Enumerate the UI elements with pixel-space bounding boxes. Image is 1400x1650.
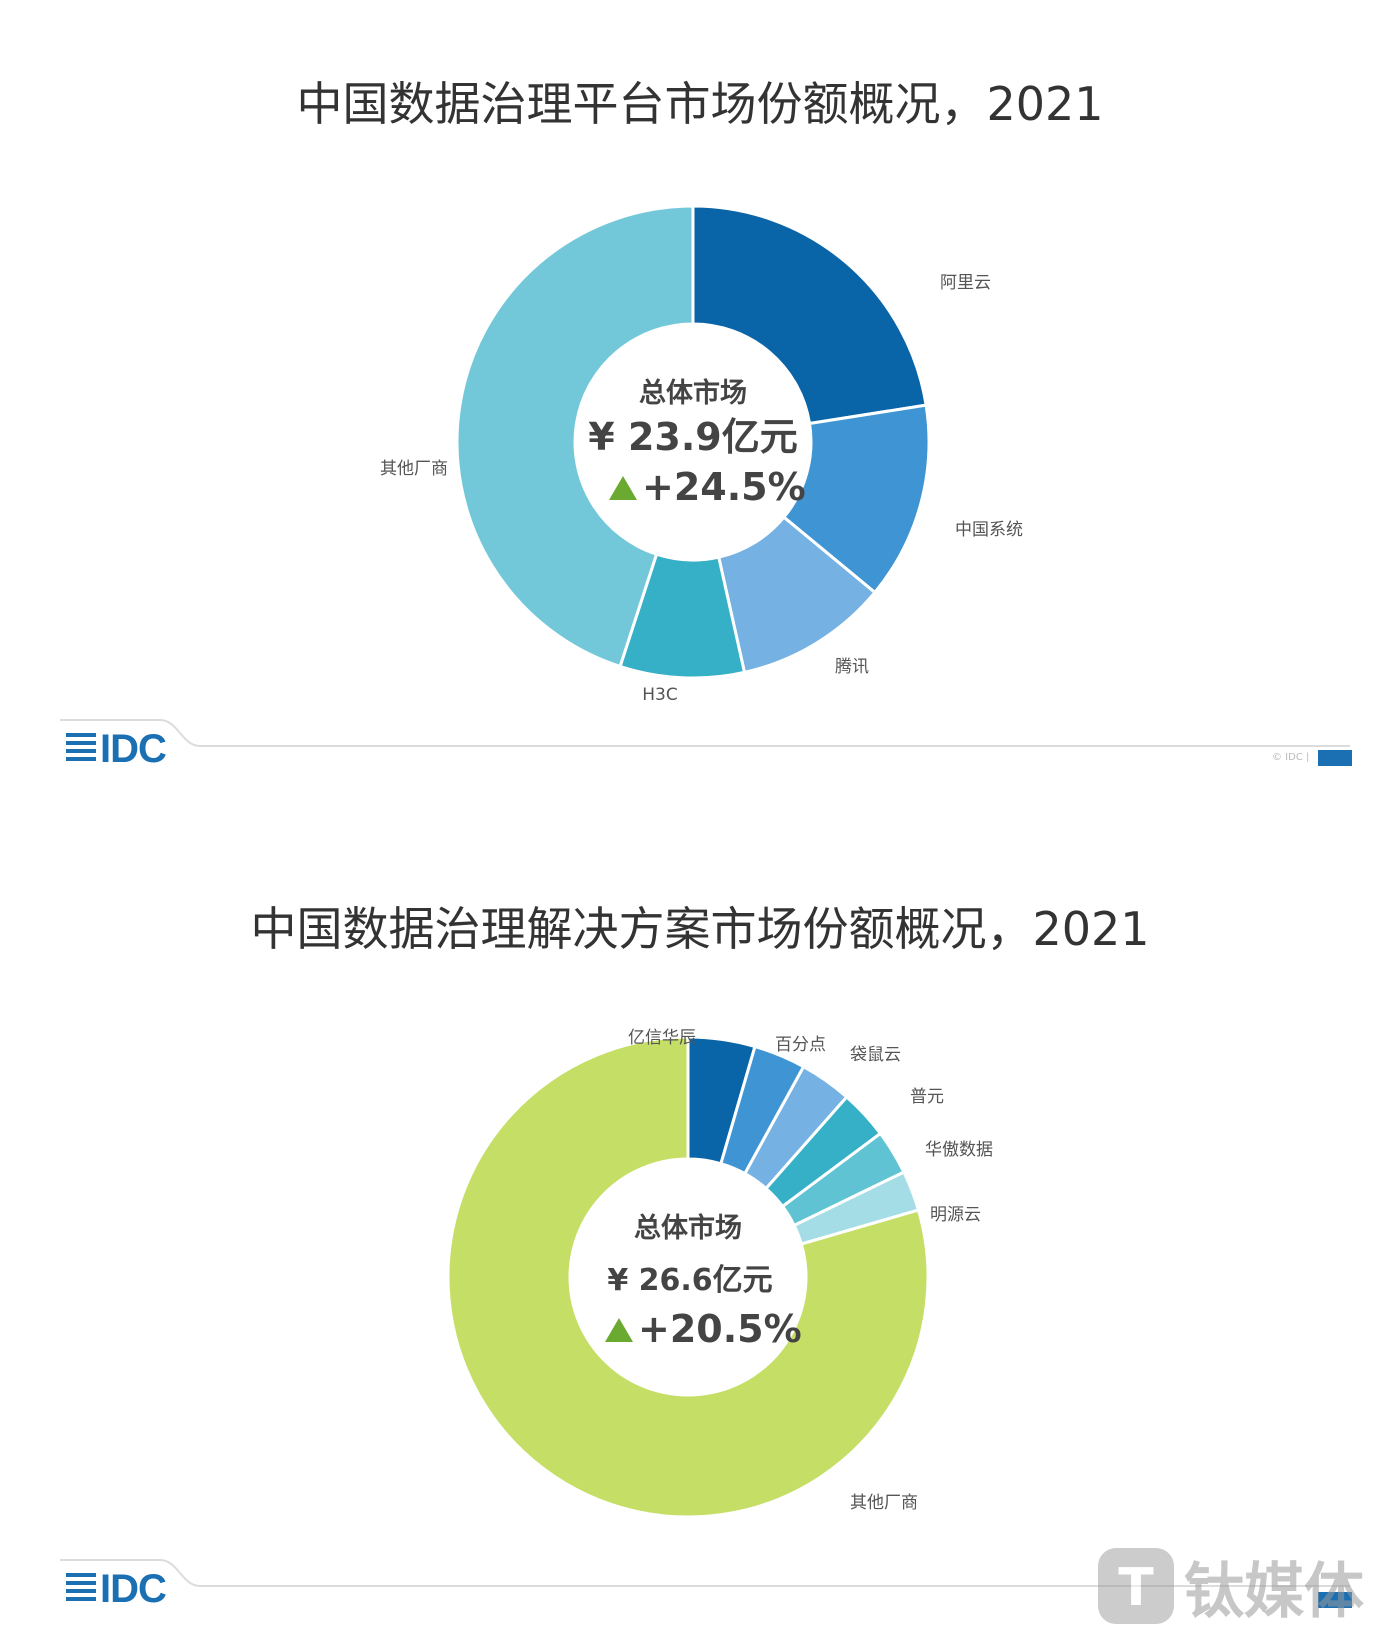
footer-2: IDC — [60, 1559, 1352, 1611]
chart-1-label-2: 中国系统 — [955, 520, 1023, 540]
chart-1-title: 中国数据治理平台市场份额概况，2021 — [296, 77, 1103, 131]
chart-1-label-5: 其他厂商 — [380, 459, 448, 479]
footer-1: IDC © IDC | — [60, 719, 1352, 771]
chart-2-labels: 亿信华辰 百分点袋鼠云普元华傲数据明源云其他厂商 — [628, 1028, 993, 1513]
idc-logo-text: IDC — [100, 1567, 166, 1611]
idc-logo-icon — [66, 733, 96, 761]
footer-brand-bar — [1318, 1592, 1352, 1608]
chart-2-donut — [446, 1035, 930, 1519]
chart-1-slice-5 — [455, 204, 695, 669]
chart-2-label-1: 亿信华辰 — [628, 1028, 696, 1048]
footer-divider — [60, 1559, 1350, 1587]
chart-1-label-1: 阿里云 — [940, 273, 991, 293]
chart-1-center-total: ¥ 23.9亿元 — [588, 415, 797, 459]
chart-2-slice-7 — [446, 1035, 930, 1519]
svg-text:T: T — [1118, 1558, 1154, 1618]
chart-1-label-4: H3C — [642, 685, 677, 705]
chart-2-center-title: 总体市场 — [634, 1212, 742, 1244]
chart-2-title: 中国数据治理解决方案市场份额概况，2021 — [250, 902, 1149, 956]
idc-logo-icon — [66, 1573, 96, 1601]
chart-2-label-7: 其他厂商 — [850, 1493, 918, 1513]
chart-2-label-2: 百分点 — [775, 1035, 826, 1055]
watermark: T 钛媒体 — [1098, 1548, 1364, 1627]
chart-2: 中国数据治理解决方案市场份额概况，2021 亿信华辰 百分点袋鼠云普元华傲数据明源… — [60, 902, 1364, 1627]
chart-2-label-6: 明源云 — [930, 1205, 981, 1225]
copyright-text: © IDC | — [1272, 752, 1309, 763]
idc-logo-text: IDC — [100, 727, 166, 771]
chart-1-label-3: 腾讯 — [835, 657, 869, 677]
tmt-logo-icon: T — [1098, 1548, 1174, 1624]
chart-2-label-5: 华傲数据 — [925, 1140, 993, 1160]
footer-divider — [60, 719, 1350, 747]
chart-2-label-3: 袋鼠云 — [850, 1045, 901, 1065]
chart-2-center-growth: +20.5% — [638, 1307, 802, 1351]
chart-1-center-title: 总体市场 — [639, 377, 747, 409]
chart-1-donut — [455, 204, 931, 680]
chart-2-label-4: 普元 — [910, 1087, 944, 1107]
watermark-text: 钛媒体 — [1184, 1557, 1364, 1627]
chart-1-center-growth: +24.5% — [642, 465, 806, 509]
chart-2-growth-arrow-icon — [605, 1318, 633, 1342]
footer-brand-bar — [1318, 750, 1352, 766]
chart-2-center-total: ¥ 26.6亿元 — [607, 1263, 772, 1298]
chart-1-slice-1 — [691, 204, 928, 426]
chart-1-growth-arrow-icon — [609, 476, 637, 500]
